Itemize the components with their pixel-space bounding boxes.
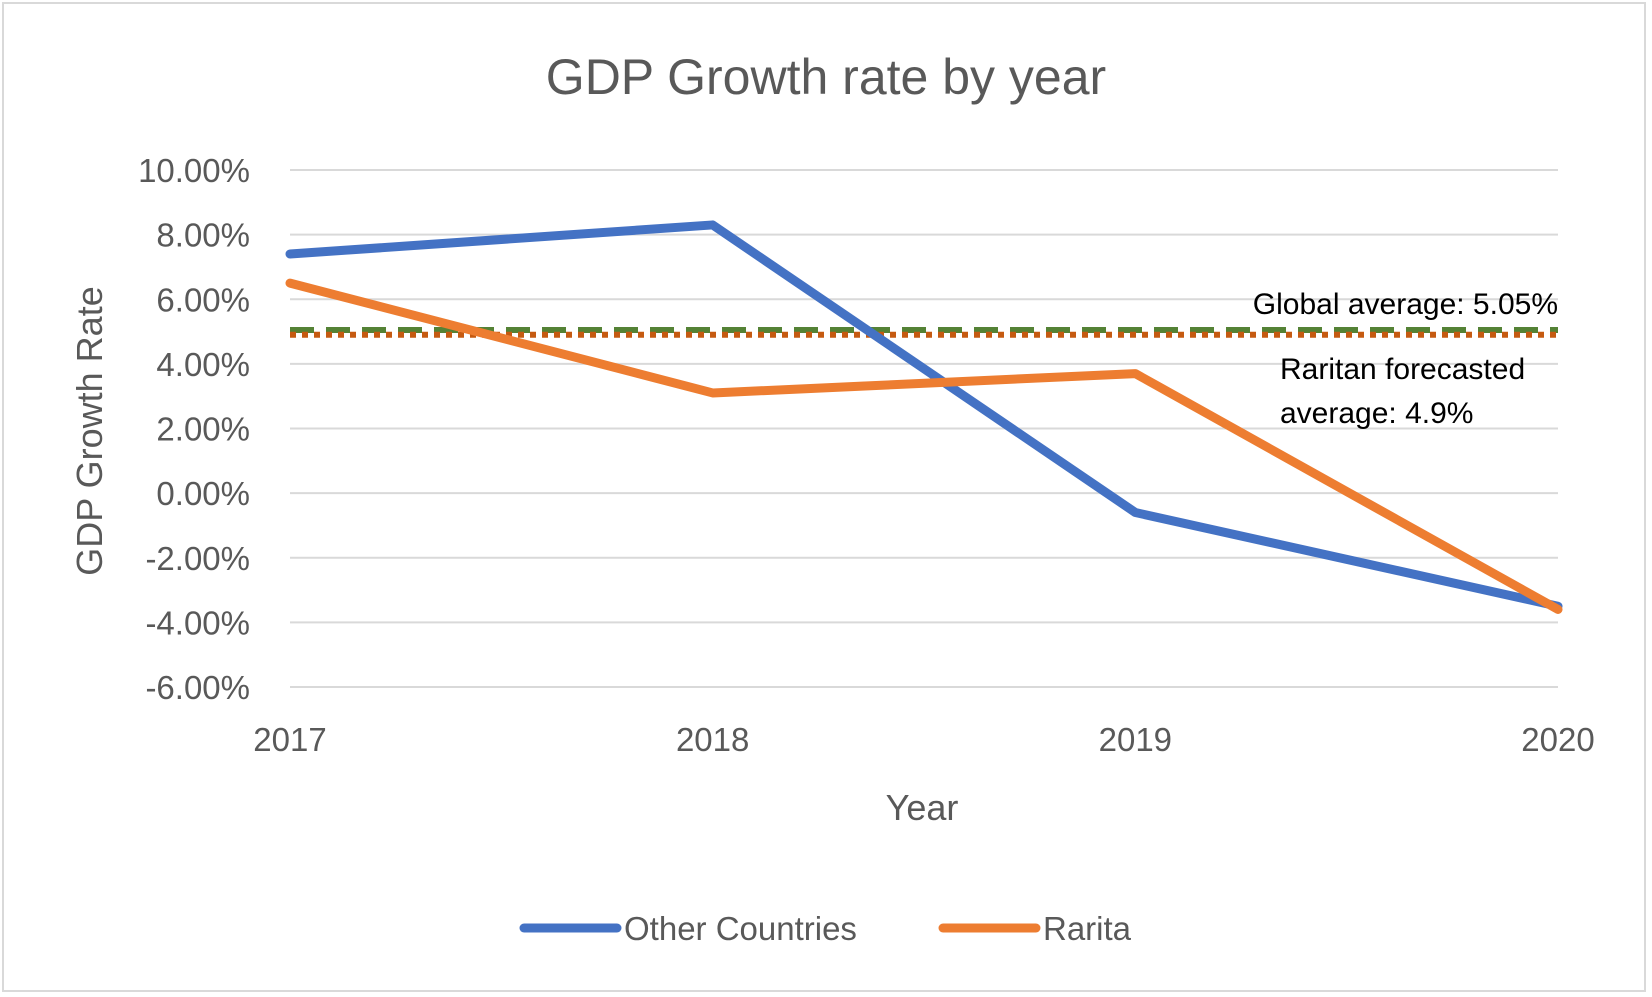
- global-average-annotation: Global average: 5.05%: [1253, 288, 1558, 321]
- x-tick-label: 2019: [1099, 721, 1172, 758]
- chart-title: GDP Growth rate by year: [546, 49, 1106, 105]
- y-axis-label: GDP Growth Rate: [69, 286, 110, 575]
- legend-label-rarita: Rarita: [1043, 910, 1132, 947]
- reference-lines: [290, 326, 1558, 338]
- series-line-other-countries: [285, 220, 1563, 611]
- y-tick-label: 8.00%: [156, 217, 250, 254]
- y-tick-labels: -6.00% -4.00% -2.00% 0.00% 2.00% 4.00% 6.00% 8.…: [138, 152, 250, 706]
- x-tick-labels: 2017 2018 2019 2020: [253, 721, 1594, 758]
- y-tick-label: 0.00%: [156, 475, 250, 512]
- raritan-average-annotation-line1: Raritan forecasted: [1280, 353, 1525, 386]
- y-tick-label: -6.00%: [145, 669, 250, 706]
- legend-label-other-countries: Other Countries: [624, 910, 857, 947]
- x-tick-label: 2018: [676, 721, 749, 758]
- y-tick-label: 10.00%: [138, 152, 250, 189]
- legend: Other Countries Rarita: [519, 910, 1132, 947]
- y-tick-label: 6.00%: [156, 281, 250, 318]
- y-tick-label: -2.00%: [145, 540, 250, 577]
- y-tick-label: -4.00%: [145, 604, 250, 641]
- y-tick-label: 4.00%: [156, 346, 250, 383]
- x-tick-label: 2017: [253, 721, 326, 758]
- x-axis-label: Year: [886, 787, 959, 828]
- raritan-average-annotation-line2: average: 4.9%: [1280, 397, 1473, 430]
- series-line-rarita: [285, 278, 1563, 614]
- series-lines: [285, 220, 1563, 614]
- y-tick-label: 2.00%: [156, 411, 250, 448]
- x-tick-label: 2020: [1521, 721, 1594, 758]
